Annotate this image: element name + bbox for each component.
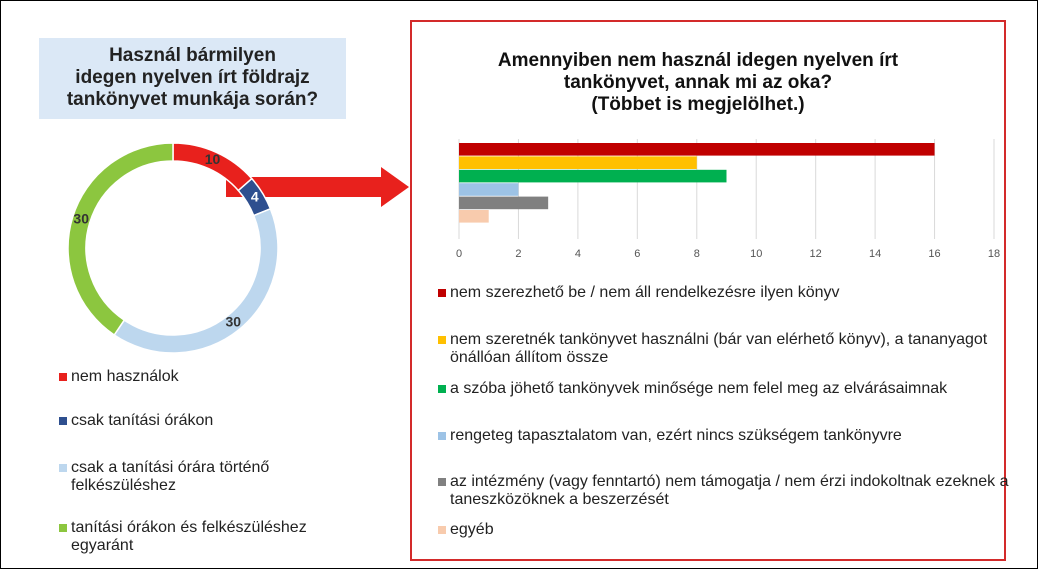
data-label: 4 bbox=[251, 188, 259, 204]
legend-swatch bbox=[438, 526, 446, 534]
x-tick-label: 2 bbox=[515, 248, 521, 260]
legend-label: csak a tanítási órára történő felkészülé… bbox=[71, 459, 270, 494]
legend-entry: rengeteg tapasztalatom van, ezért nincs … bbox=[438, 427, 1025, 445]
legend-entry: egyéb bbox=[438, 521, 1025, 539]
title-box bbox=[39, 38, 346, 119]
legend-label: egyéb bbox=[450, 521, 494, 538]
legend-swatch bbox=[438, 336, 446, 344]
legend-label: a szóba jöhető tankönyvek minősége nem f… bbox=[450, 380, 948, 397]
x-tick-label: 6 bbox=[634, 248, 640, 260]
donut-segment bbox=[67, 142, 174, 337]
legend-entry: nem szerezhető be / nem áll rendelkezésr… bbox=[438, 284, 1025, 302]
legend-entry: csak a tanítási órára történő felkészülé… bbox=[59, 459, 341, 495]
legend-label: nem szeretnék tankönyvet használni (bár … bbox=[450, 331, 988, 366]
title-line: tankönyvet, annak mi az oka? bbox=[563, 72, 833, 93]
legend-swatch bbox=[59, 464, 67, 472]
legend-entry: nem használok bbox=[59, 368, 341, 386]
x-tick-label: 16 bbox=[928, 248, 940, 260]
legend-entry: az intézmény (vagy fenntartó) nem támoga… bbox=[438, 473, 1025, 509]
title-line: idegen nyelven írt földrajz bbox=[75, 67, 310, 88]
donut-segment bbox=[113, 207, 279, 354]
bar bbox=[459, 156, 697, 169]
legend-swatch bbox=[59, 524, 67, 532]
data-label: 10 bbox=[205, 151, 221, 167]
legend-label: nem használok bbox=[71, 368, 179, 385]
legend-swatch bbox=[438, 432, 446, 440]
legend-label: az intézmény (vagy fenntartó) nem támoga… bbox=[450, 473, 1009, 508]
legend-entry: a szóba jöhető tankönyvek minősége nem f… bbox=[438, 380, 1025, 398]
title-line: Használ bármilyen bbox=[109, 45, 276, 66]
data-label: 30 bbox=[73, 211, 89, 227]
data-label: 30 bbox=[226, 313, 242, 329]
legend-entry: csak tanítási órákon bbox=[59, 412, 341, 430]
legend-entry: nem szeretnék tankönyvet használni (bár … bbox=[438, 331, 1025, 367]
legend-label: rengeteg tapasztalatom van, ezért nincs … bbox=[450, 427, 902, 444]
frame bbox=[410, 20, 1006, 561]
legend-label: nem szerezhető be / nem áll rendelkezésr… bbox=[450, 284, 840, 301]
bar bbox=[459, 169, 727, 183]
legend-swatch bbox=[59, 417, 67, 425]
x-tick-label: 8 bbox=[694, 248, 700, 260]
bar-title: Amennyiben nem használ idegen nyelven ír… bbox=[411, 50, 985, 116]
title-line: Amennyiben nem használ idegen nyelven ír… bbox=[497, 50, 899, 71]
x-tick-label: 4 bbox=[575, 248, 581, 260]
legend-entry: tanítási órákon és felkészüléshez egyará… bbox=[59, 519, 341, 555]
legend-label: csak tanítási órákon bbox=[71, 412, 214, 429]
bar bbox=[459, 196, 549, 210]
legend-swatch bbox=[438, 478, 446, 486]
bar bbox=[459, 210, 489, 223]
legend-swatch bbox=[438, 385, 446, 393]
legend-swatch bbox=[59, 373, 67, 381]
x-tick-label: 18 bbox=[988, 248, 1000, 260]
bar bbox=[459, 183, 519, 196]
arrow bbox=[226, 167, 409, 207]
x-tick-label: 12 bbox=[810, 248, 822, 260]
x-tick-label: 14 bbox=[869, 248, 881, 260]
title-line: (Többet is megjelölhet.) bbox=[591, 94, 805, 115]
legend-label: tanítási órákon és felkészüléshez egyará… bbox=[71, 519, 307, 554]
x-tick-label: 0 bbox=[456, 248, 462, 260]
title-line: tankönyvet munkája során? bbox=[66, 89, 319, 110]
bar bbox=[459, 143, 935, 156]
donut-title: Használ bármilyen idegen nyelven írt föld… bbox=[39, 45, 346, 111]
legend-swatch bbox=[438, 289, 446, 297]
x-tick-label: 10 bbox=[750, 248, 762, 260]
